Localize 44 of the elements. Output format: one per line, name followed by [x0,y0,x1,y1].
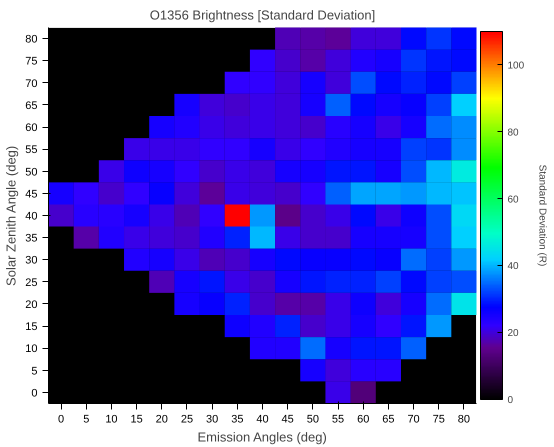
y-tick-label: 5 [31,365,38,378]
x-tick-label: 55 [332,414,344,426]
y-tick-label: 30 [25,254,38,267]
y-tick-label: 70 [25,78,38,90]
color-bar-label: 0 [508,395,514,406]
x-tick-label: 65 [382,414,395,426]
color-bar-title: Standard Deviation (R) [536,164,548,266]
x-tick-label: 50 [306,414,319,426]
y-tick-label: 10 [25,343,38,356]
y-tick-label: 60 [25,122,38,134]
y-tick-label: 35 [25,232,38,245]
x-tick-label: 45 [282,414,294,426]
chart-title: O1356 Brightness [Standard Deviation] [150,8,376,22]
y-tick-label: 40 [25,210,38,222]
y-tick-label: 45 [25,188,38,200]
color-bar-label: 80 [508,127,520,138]
y-tick-label: 55 [25,144,38,156]
color-bar-label: 60 [508,194,520,206]
x-tick-label: 15 [130,414,143,426]
y-tick-label: 25 [25,276,38,289]
y-tick-label: 75 [25,56,38,68]
color-bar-label: 100 [508,60,525,72]
x-tick-label: 20 [156,414,168,426]
x-tick-label: 70 [407,414,420,426]
x-axis-title: Emission Angles (deg) [197,430,327,444]
y-tick-label: 15 [25,321,38,334]
color-bar-label: 40 [508,261,520,272]
x-tick-label: 35 [231,414,244,426]
x-tick-label: 10 [105,414,118,426]
x-tick-label: 0 [58,414,64,426]
x-tick-label: 25 [180,414,194,426]
y-tick-label: 65 [25,100,38,112]
x-tick-label: 30 [206,414,218,426]
x-tick-label: 5 [83,414,90,426]
x-tick-label: 80 [458,414,470,426]
color-bar-label: 20 [508,328,520,340]
x-tick-label: 75 [432,414,445,426]
y-tick-label: 20 [25,298,38,311]
y-tick-label: 50 [25,166,38,178]
y-tick-label: 0 [31,387,38,400]
y-axis-title: Solar Zenith Angle (deg) [3,146,18,286]
y-tick-label: 80 [25,34,38,46]
x-tick-label: 60 [357,414,370,426]
x-tick-label: 40 [256,414,269,426]
